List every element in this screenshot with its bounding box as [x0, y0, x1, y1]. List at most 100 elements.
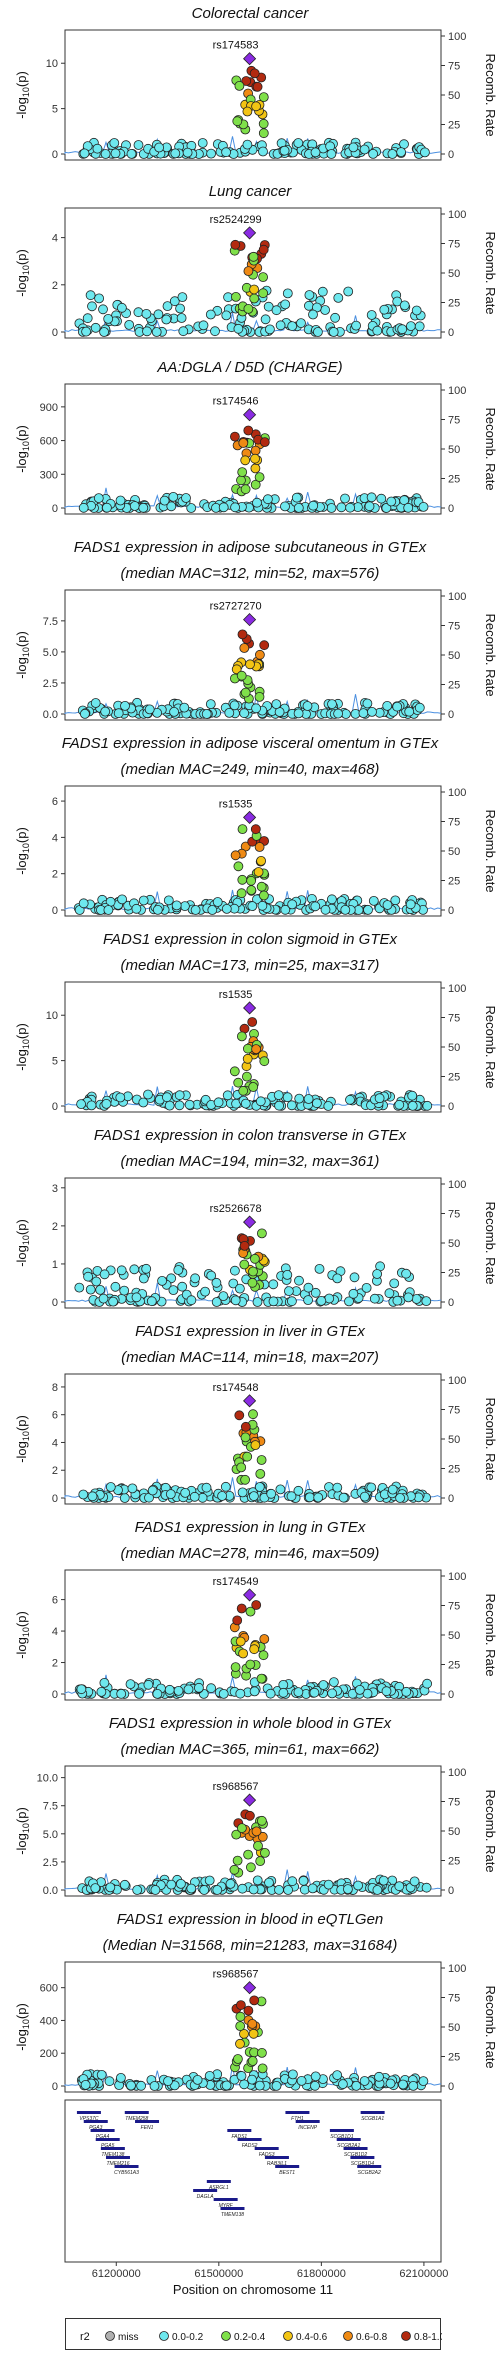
- snp-point: [115, 1092, 126, 1103]
- snp-point: [294, 1093, 305, 1104]
- snp-point: [296, 318, 306, 329]
- snp-point: [328, 1677, 339, 1687]
- lead-snp-marker: [243, 1981, 257, 1995]
- snp-point: [230, 1295, 241, 1306]
- snp-point: [105, 1482, 116, 1492]
- snp-point: [230, 850, 241, 861]
- gene-label: TMEM258: [125, 2116, 148, 2122]
- snp-point: [104, 2076, 115, 2087]
- snp-point: [250, 824, 261, 835]
- x-tick-label: 62100000: [399, 2268, 448, 2280]
- snp-point: [344, 1296, 354, 1307]
- snp-point: [98, 1293, 109, 1304]
- snp-point: [233, 861, 244, 872]
- gene-label: SCGB2A1: [337, 2143, 360, 2149]
- panel-subtitle: (median MAC=278, min=46, max=509): [121, 1545, 380, 1562]
- legend-label: 0.2-0.4: [234, 2332, 266, 2343]
- snp-point: [87, 301, 97, 312]
- snp-point: [283, 1885, 294, 1895]
- snp-point: [238, 438, 249, 448]
- snp-point: [368, 148, 379, 159]
- legend-label: 0.6-0.8: [356, 2332, 388, 2343]
- snp-point: [103, 313, 114, 324]
- y-tick-label: 0.0: [43, 1885, 58, 1897]
- y-tick-label: 2: [52, 1658, 58, 1670]
- recomb-tick-label: 100: [448, 1571, 466, 1583]
- snp-point: [233, 323, 244, 334]
- snp-point: [149, 2081, 160, 2091]
- snp-point: [387, 149, 398, 159]
- snp-point: [197, 138, 208, 148]
- lead-snp-label: rs1535: [219, 989, 253, 1001]
- snp-point: [247, 901, 258, 911]
- snp-point: [236, 1823, 247, 1833]
- recomb-tick-label: 75: [448, 1797, 460, 1809]
- snp-point: [129, 1264, 140, 1275]
- snp-point: [287, 1876, 298, 1887]
- y-tick-label: 300: [40, 469, 58, 481]
- snp-point: [381, 503, 392, 513]
- panel-3: AA:DGLA / D5D (CHARGE) 0 300 600 900 0 25 50 75 1…: [14, 359, 498, 515]
- snp-point: [258, 1650, 269, 1661]
- gene-bar: [295, 2120, 320, 2123]
- snp-point: [419, 147, 430, 158]
- snp-point: [247, 2056, 258, 2066]
- snp-point: [201, 1482, 212, 1493]
- recomb-tick-label: 25: [448, 1464, 460, 1476]
- y-tick-label: 1: [52, 1259, 58, 1271]
- gene-label: PGA3: [89, 2125, 103, 2131]
- snp-point: [186, 1295, 197, 1306]
- snp-point: [233, 1077, 244, 1088]
- snp-point: [204, 2070, 215, 2081]
- panel-5: FADS1 expression in adipose visceral ome…: [14, 735, 498, 917]
- snp-point: [366, 1482, 377, 1493]
- snp-point: [407, 1101, 418, 1111]
- snp-point: [330, 312, 341, 323]
- snp-point: [152, 905, 163, 915]
- y-tick-label: 5.0: [43, 1829, 58, 1841]
- snp-point: [152, 1689, 163, 1699]
- snp-point: [127, 1483, 138, 1494]
- snp-point: [240, 484, 251, 495]
- snp-point: [170, 148, 181, 159]
- gene-label: CYB561A3: [114, 2170, 139, 2176]
- snp-point: [259, 1056, 270, 1067]
- snp-point: [109, 138, 120, 148]
- gene-label: INCENP: [298, 2125, 318, 2131]
- snp-point: [280, 299, 291, 310]
- snp-point: [248, 1082, 259, 1092]
- y-tick-label: 4: [52, 1437, 58, 1449]
- snp-point: [198, 320, 209, 331]
- snp-point: [240, 1474, 251, 1485]
- snp-point: [151, 327, 162, 337]
- snp-point: [282, 1270, 293, 1280]
- snp-point: [273, 1090, 284, 1100]
- recomb-axis-label: Recomb. Rate: [483, 1593, 498, 1676]
- snp-point: [253, 867, 264, 877]
- snp-point: [240, 1421, 251, 1432]
- snp-point: [293, 502, 304, 513]
- lead-snp-marker: [243, 52, 257, 66]
- snp-point: [169, 296, 180, 307]
- snp-point: [279, 145, 290, 156]
- snp-point: [286, 1296, 297, 1307]
- snp-point: [232, 116, 243, 127]
- recomb-tick-label: 25: [448, 876, 460, 888]
- snp-point: [278, 1687, 289, 1698]
- snp-point: [313, 1492, 324, 1503]
- snp-point: [229, 1265, 240, 1276]
- snp-point: [93, 493, 104, 504]
- snp-point: [78, 1489, 89, 1500]
- snp-point: [381, 1686, 392, 1697]
- snp-point: [99, 1678, 110, 1688]
- snp-point: [256, 856, 267, 866]
- snp-point: [250, 463, 261, 474]
- snp-point: [243, 1849, 254, 1860]
- snp-point: [362, 1688, 373, 1699]
- snp-point: [193, 1682, 204, 1693]
- snp-point: [138, 895, 149, 906]
- snp-point: [348, 142, 359, 153]
- recomb-tick-label: 75: [448, 1013, 460, 1025]
- snp-point: [253, 1841, 263, 1851]
